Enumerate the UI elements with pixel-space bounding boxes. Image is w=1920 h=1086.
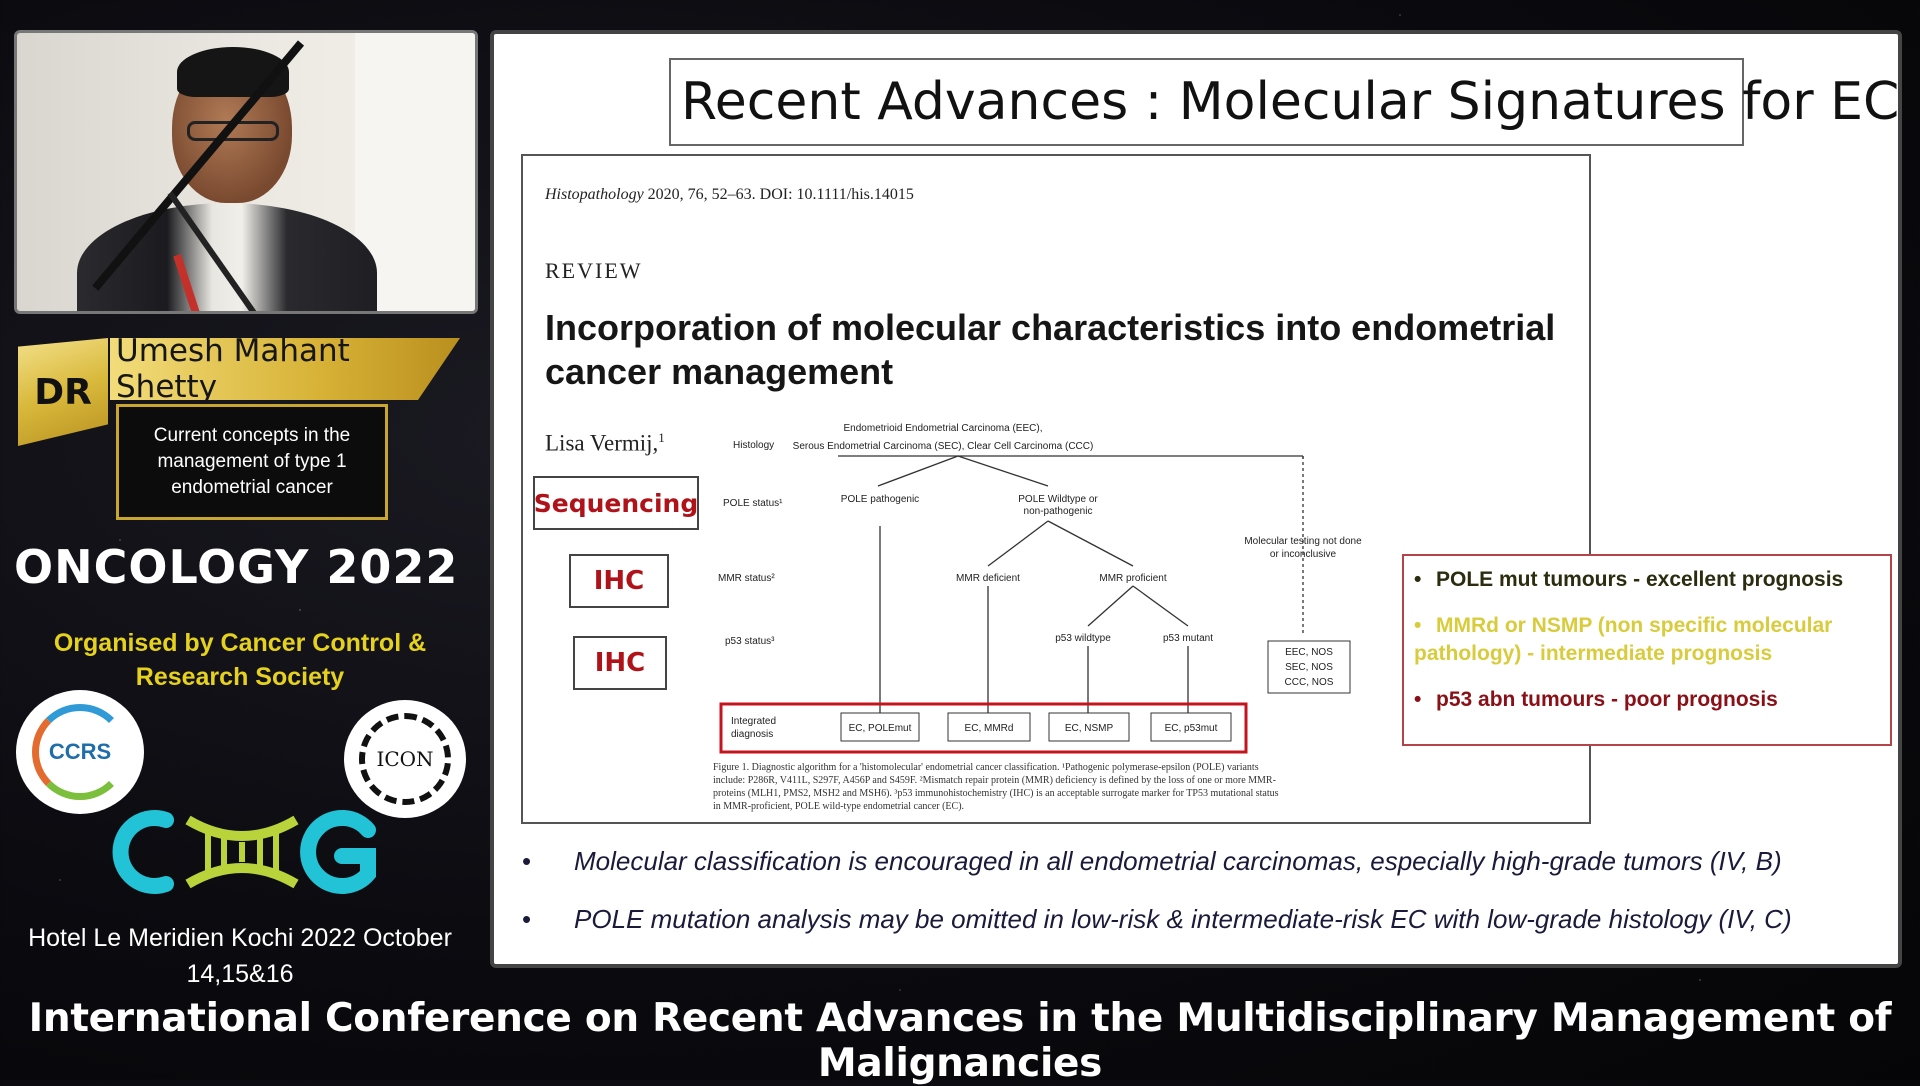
citation-details: 2020, 76, 52–63. DOI: 10.1111/his.14015	[643, 186, 914, 203]
speaker-video	[14, 30, 478, 314]
pole-status-label: POLE status¹	[723, 498, 783, 509]
prognosis-item: • MMRd or NSMP (non specific molecular pa…	[1414, 614, 1833, 665]
integrated-diagnosis-highlight	[719, 702, 1248, 754]
nos-box	[1267, 640, 1351, 694]
talk-topic: Current concepts in the management of ty…	[116, 404, 388, 520]
topic-line: management of type 1	[157, 451, 347, 472]
caption-line: include: P286R, V411L, S297F, A456P and …	[713, 775, 1276, 786]
pole-pathogenic-node: POLE pathogenic	[841, 494, 919, 505]
organiser: Organised by Cancer Control & Research S…	[20, 626, 460, 694]
mmr-status-label: MMR status²	[718, 573, 775, 584]
caption-line: proteins (MLH1, PMS2, MSH2 and MSH6). ³p…	[713, 788, 1279, 799]
prognosis-item: • POLE mut tumours - excellent prognosis	[1414, 568, 1844, 591]
paper-section: REVIEW	[545, 258, 643, 283]
integrated-label: Integrated	[731, 716, 776, 727]
presentation-slide: Recent Advances : Molecular Signatures f…	[490, 30, 1902, 968]
ihc-tag-mmr: IHC	[569, 554, 669, 608]
slide-bullet: • Molecular classification is encouraged …	[522, 846, 1782, 876]
slide-bullet: • POLE mutation analysis may be omitted i…	[522, 904, 1792, 934]
conference-title: International Conference on Recent Advan…	[28, 996, 1892, 1086]
p53-mutant-node: p53 mutant	[1163, 633, 1213, 644]
cog-logo	[112, 810, 376, 894]
ihc-tag-p53: IHC	[573, 636, 667, 690]
histology-line: Endometrioid Endometrial Carcinoma (EEC)…	[844, 423, 1043, 434]
dx-nsmp-label: EC, NSMP	[1065, 723, 1114, 734]
venue-line: 14,15&16	[186, 960, 294, 988]
ccrs-ring-icon	[32, 704, 128, 800]
organiser-line: Research Society	[135, 663, 345, 691]
venue-line: Hotel Le Meridien Kochi 2022 October	[28, 924, 452, 952]
p53-status-label: p53 status³	[725, 636, 775, 647]
dr-badge: DR	[18, 338, 108, 446]
prognosis-text: POLE mut tumours - excellent prognosis	[1436, 568, 1844, 591]
icon-ring-icon	[359, 713, 451, 805]
journal-name: Histopathology	[545, 186, 644, 203]
integrated-label: diagnosis	[731, 729, 773, 740]
icon-society-logo: ICON	[344, 700, 466, 818]
caption-line: Figure 1. Diagnostic algorithm for a 'hi…	[713, 762, 1259, 773]
bullet-text: POLE mutation analysis may be omitted in…	[574, 904, 1792, 934]
venue: Hotel Le Meridien Kochi 2022 October 14,…	[10, 920, 470, 992]
paper-title: Incorporation of molecular characteristi…	[545, 306, 1575, 394]
histology-label: Histology	[733, 440, 774, 451]
topic-line: endometrial cancer	[171, 477, 333, 498]
prognosis-text: p53 abn tumours - poor prognosis	[1436, 688, 1778, 711]
figure-caption: Figure 1. Diagnostic algorithm for a 'hi…	[713, 761, 1413, 813]
speaker-body	[77, 203, 377, 311]
prognosis-text: MMRd or NSMP (non specific molecular pat…	[1414, 614, 1833, 665]
prognosis-item: • p53 abn tumours - poor prognosis	[1414, 688, 1778, 711]
paper-citation: Histopathology 2020, 76, 52–63. DOI: 10.…	[545, 186, 914, 204]
nos-line: SEC, NOS	[1285, 662, 1333, 673]
p53-wildtype-node: p53 wildtype	[1055, 633, 1111, 644]
paper-author: Lisa Vermij,1	[545, 430, 665, 457]
pole-wildtype-node: POLE Wildtype or	[1018, 494, 1098, 505]
bullet-text: Molecular classification is encouraged i…	[574, 846, 1782, 876]
nos-line: CCC, NOS	[1285, 677, 1334, 688]
pole-wildtype-node: non-pathogenic	[1024, 506, 1093, 517]
speaker-name: Umesh Mahant Shetty	[110, 338, 460, 400]
slide-title: Recent Advances : Molecular Signatures f…	[669, 58, 1898, 146]
dx-nsmp-box	[1048, 712, 1130, 742]
dx-pole-label: EC, POLEmut	[849, 723, 912, 734]
author-affiliation: 1	[658, 430, 665, 445]
mmr-deficient-node: MMR deficient	[956, 573, 1020, 584]
dx-p53-label: EC, p53mut	[1165, 723, 1218, 734]
ccrs-logo: CCRS	[16, 690, 144, 814]
paper-title-line: Incorporation of molecular characteristi…	[545, 307, 1556, 348]
paper-title-line: cancer management	[545, 351, 894, 392]
mmr-proficient-node: MMR proficient	[1099, 573, 1166, 584]
molecular-not-done-node: or inconclusive	[1270, 549, 1337, 560]
dx-pole-box	[840, 712, 920, 742]
caption-line: in MMR-proficient, POLE wild-type endome…	[713, 801, 965, 812]
organiser-line: Organised by Cancer Control &	[53, 629, 427, 657]
topic-line: Current concepts in the	[153, 425, 351, 446]
dx-mmrd-label: EC, MMRd	[965, 723, 1014, 734]
molecular-not-done-node: Molecular testing not done	[1244, 536, 1362, 547]
nos-line: EEC, NOS	[1285, 647, 1333, 658]
author-name: Lisa Vermij,	[545, 430, 659, 456]
dx-mmrd-box	[947, 712, 1031, 742]
sequencing-tag: Sequencing	[533, 476, 699, 530]
dx-p53-box	[1150, 712, 1232, 742]
prognosis-box: • POLE mut tumours - excellent prognosis …	[1402, 554, 1892, 746]
diagnostic-flowchart: Histology Endometrioid Endometrial Carci…	[718, 423, 1362, 754]
event-name: ONCOLOGY 2022	[14, 540, 459, 594]
histology-line: Serous Endometrial Carcinoma (SEC), Clea…	[793, 441, 1094, 452]
